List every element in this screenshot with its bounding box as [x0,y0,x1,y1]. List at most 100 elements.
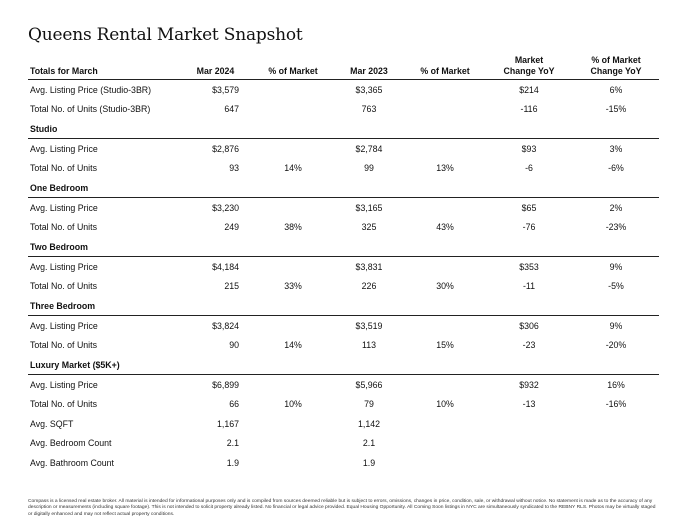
row-label: Avg. Listing Price [30,320,98,331]
pct-2023-value [405,198,485,218]
pct-2023-value [405,100,485,120]
pct-2024-value: 33% [284,281,302,292]
row-label: Avg. Listing Price [30,143,98,154]
pct-change-value: -20% [605,340,627,351]
section-header-row: One Bedroom [28,178,659,198]
pct-2024-value [253,198,333,218]
pct-change-value: 3% [609,143,623,154]
mar-2023-value: 763 [361,104,377,115]
mar-2024-value: 66 [229,399,239,410]
market-change-value: -116 [520,104,538,115]
mar-2024-value: $2,876 [212,143,239,154]
pct-change-value: -15% [605,104,627,115]
mar-2023-value: 79 [364,399,374,410]
mar-2024-value: 93 [229,163,239,174]
pct-2023-value [405,80,485,100]
pct-2024-value [253,100,333,120]
mar-2023-value: 1.9 [362,457,376,468]
pct-change-value: 2% [609,202,623,213]
market-change-value: $932 [519,379,539,390]
disclaimer-footer: Compass is a licensed real estate broker… [28,499,656,517]
row-label: Total No. of Units [30,222,97,233]
market-change-value: $93 [521,143,537,154]
pct-2023-value [405,414,485,434]
row-label: Total No. of Units (Studio-3BR) [30,104,151,115]
mar-2024-value: 249 [224,222,239,233]
pct-2024-value [253,257,333,277]
section-title: One Bedroom [28,178,659,198]
market-change-value: -6 [525,163,533,174]
table-row: Avg. Listing Price $3,824 $3,519 $306 9% [28,316,659,336]
market-change-value: $214 [519,84,539,95]
pct-change-value: -5% [608,281,624,292]
mar-2023-value: $3,519 [355,320,383,331]
table-row: Total No. of Units 249 38% 325 43% -76 -23% [28,218,659,238]
table-row: Avg. Listing Price (Studio-3BR) $3,579 $3,… [28,80,659,100]
pct-2023-value: 13% [436,163,454,174]
row-label: Avg. Bedroom Count [30,438,112,449]
col-header-pct-change: % of Market Change YoY [573,47,659,80]
col-header-market-change: Market Change YoY [485,47,573,80]
row-label: Avg. Bathroom Count [30,457,114,468]
market-change-value: -13 [522,399,536,410]
pct-2024-value [253,316,333,336]
pct-2023-value: 30% [436,281,454,292]
pct-change-value: 9% [609,261,623,272]
mar-2023-value: 226 [361,281,377,292]
mar-2023-value: $5,966 [355,379,383,390]
row-label: Avg. SQFT [30,418,74,429]
pct-change-value [573,453,659,473]
mar-2024-value: $3,230 [212,202,239,213]
row-label: Total No. of Units [30,281,97,292]
mar-2024-value: 647 [224,104,239,115]
market-change-value: $306 [519,320,539,331]
table-row: Total No. of Units 93 14% 99 13% -6 -6% [28,159,659,179]
table-row: Total No. of Units 90 14% 113 15% -23 -20% [28,336,659,356]
section-header-row: Studio [28,119,659,139]
table-row: Avg. Bathroom Count 1.9 1.9 [28,453,659,473]
pct-change-value: -16% [605,399,627,410]
page-title: Queens Rental Market Snapshot [28,25,303,45]
mar-2023-value: $3,831 [355,261,383,272]
table-row: Total No. of Units (Studio-3BR) 647 763 -11… [28,100,659,120]
mar-2024-value: 90 [229,340,239,351]
row-label: Total No. of Units [30,399,97,410]
pct-change-value: -23% [605,222,627,233]
pct-2024-value: 38% [284,222,302,233]
pct-2023-value [405,453,485,473]
pct-2024-value [253,434,333,454]
market-change-value: -11 [522,281,536,292]
table-row: Avg. SQFT 1,167 1,142 [28,414,659,434]
pct-change-value: 16% [607,379,625,390]
table-header-row: Totals for March Mar 2024% of Market Mar 2… [28,47,659,80]
section-header-row: Luxury Market ($5K+) [28,355,659,375]
row-label: Avg. Listing Price [30,379,98,390]
pct-2023-value: 15% [436,340,454,351]
section-header-row: Three Bedroom [28,296,659,316]
pct-change-value: 9% [609,320,623,331]
pct-2023-value [405,257,485,277]
mar-2023-value: $2,784 [355,143,383,154]
mar-2023-value: 113 [361,340,377,351]
pct-change-value: 6% [609,84,623,95]
market-change-value [485,453,573,473]
pct-2024-value [253,139,333,159]
col-header-pct-2024: % of Market [253,47,333,80]
pct-2023-value [405,316,485,336]
pct-change-value [573,434,659,454]
mar-2024-value: 215 [224,281,239,292]
mar-2024-value: $6,899 [212,379,239,390]
table-row: Avg. Bedroom Count 2.1 2.1 [28,434,659,454]
mar-2023-value: 99 [364,163,374,174]
row-label: Avg. Listing Price [30,261,98,272]
market-change-value [485,414,573,434]
mar-2024-value: $4,184 [212,261,239,272]
row-label: Total No. of Units [30,340,97,351]
section-header-row: Two Bedroom [28,237,659,257]
market-change-value: $65 [521,202,537,213]
market-change-value [485,434,573,454]
mar-2024-value: 2.1 [226,438,239,449]
pct-2024-value [253,414,333,434]
pct-2023-value: 10% [436,399,454,410]
